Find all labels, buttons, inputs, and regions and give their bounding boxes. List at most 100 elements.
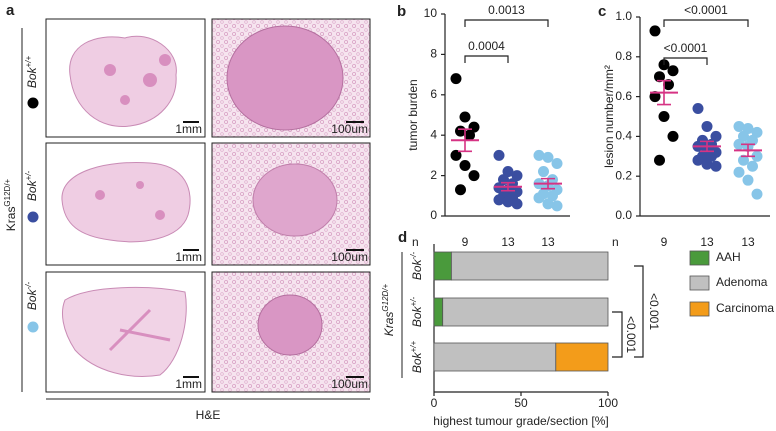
legend-swatch: [689, 250, 710, 266]
significance-bracket: [663, 57, 708, 65]
y-tick-label: 10: [424, 6, 438, 20]
data-point: [742, 174, 754, 186]
genotype-label: Bok+/+: [24, 56, 40, 89]
data-point: [738, 154, 749, 166]
x-tick-label: 50: [514, 396, 528, 410]
data-point: [547, 190, 558, 202]
data-point: [450, 149, 462, 161]
data-point: [455, 184, 466, 196]
data-point: [511, 198, 523, 210]
data-point: [733, 166, 745, 178]
lesion: [136, 181, 144, 189]
lesion: [104, 64, 116, 76]
p-value: 0.0013: [488, 3, 525, 17]
x-tick-label: 9: [661, 235, 668, 249]
panel-label: d: [398, 229, 407, 246]
x-tick-label: 100: [598, 396, 618, 410]
label-sup: G12D/+: [3, 178, 12, 206]
bar-segment: [450, 251, 609, 281]
y-tick-label: 0.6: [615, 89, 632, 103]
x-tick-label: 9: [462, 235, 469, 249]
category-label: Bok-/-: [409, 252, 425, 281]
data-point: [551, 200, 563, 212]
data-point: [701, 158, 713, 170]
scale-label: 1mm: [175, 250, 202, 264]
scale-label: 1mm: [175, 377, 202, 391]
x-tick-label: 0: [431, 396, 438, 410]
significance-bracket: [464, 55, 509, 63]
data-point: [511, 170, 523, 182]
error-bar: [541, 177, 555, 190]
panel-label: c: [598, 3, 606, 20]
lesion: [159, 54, 171, 66]
lesion: [143, 73, 157, 87]
scale-label: 100um: [331, 122, 368, 136]
label-sup: +/-: [24, 171, 33, 181]
error-bar: [700, 140, 714, 153]
y-tick-label: 2: [430, 168, 437, 182]
scale-label: 1mm: [175, 122, 202, 136]
genotype-label: Bok-/-: [24, 282, 40, 311]
data-point: [459, 160, 471, 171]
tissue: [226, 25, 344, 131]
data-point: [551, 157, 563, 169]
significance-bracket: [612, 311, 623, 358]
data-point: [747, 160, 758, 172]
label-base: Kras: [382, 312, 396, 337]
p-value: <0.0001: [684, 3, 728, 17]
data-point: [692, 154, 704, 166]
data-point: [493, 194, 505, 206]
histology-row: [45, 142, 371, 266]
label-base: Kras: [4, 207, 18, 232]
significance-bracket: [464, 19, 549, 27]
data-point: [533, 149, 545, 161]
y-axis-label: lesion number/mm²: [602, 65, 616, 168]
significance-bracket: [663, 19, 749, 27]
data-point: [667, 65, 679, 77]
label-sup: +/+: [409, 341, 418, 353]
legend-dot: [27, 211, 39, 223]
data-point: [692, 103, 704, 115]
panel-a: a H&E: [6, 2, 371, 422]
bar-segment: [442, 297, 609, 327]
legend-dot: [27, 97, 39, 109]
x-tick-label: 13: [741, 235, 755, 249]
legend-label: Carcinoma: [716, 301, 774, 315]
data-point: [710, 160, 722, 172]
x-axis-label: highest tumour grade/section [%]: [433, 414, 608, 428]
lesion: [155, 210, 165, 220]
lesion: [120, 95, 130, 105]
panel-label: a: [6, 2, 15, 19]
legend-label: Adenoma: [716, 275, 768, 289]
label-sup: +/-: [409, 297, 418, 307]
y-tick-label: 0.0: [615, 208, 632, 222]
data-point: [667, 130, 679, 142]
p-value: <0.0001: [664, 41, 708, 55]
data-point: [533, 192, 545, 204]
histology-row: [45, 271, 371, 393]
category-label: Bok+/+: [409, 341, 425, 374]
bar-segment: [555, 342, 609, 372]
p-value: <0.001: [624, 316, 638, 353]
y-tick-label: 1.0: [615, 9, 632, 23]
y-tick-label: 0: [430, 208, 437, 222]
data-point: [654, 154, 665, 166]
y-tick-label: 0.2: [615, 168, 632, 182]
label-sup: G12D/+: [381, 283, 390, 311]
label-base: Bok: [25, 179, 39, 201]
y-axis-label: tumor burden: [406, 79, 420, 150]
data-point: [733, 120, 745, 132]
y-tick-label: 6: [430, 87, 437, 101]
data-point: [464, 129, 475, 141]
x-tick-label: 13: [700, 235, 714, 249]
x-tick-label: 13: [541, 235, 555, 249]
lesion: [95, 190, 105, 200]
label-base: Bok: [25, 66, 39, 88]
y-tick-label: 8: [430, 47, 437, 61]
data-point: [649, 25, 661, 37]
data-point: [701, 120, 713, 132]
y-tick-label: 0.4: [615, 129, 632, 143]
x-tick-label: 13: [501, 235, 515, 249]
data-point: [649, 91, 661, 103]
